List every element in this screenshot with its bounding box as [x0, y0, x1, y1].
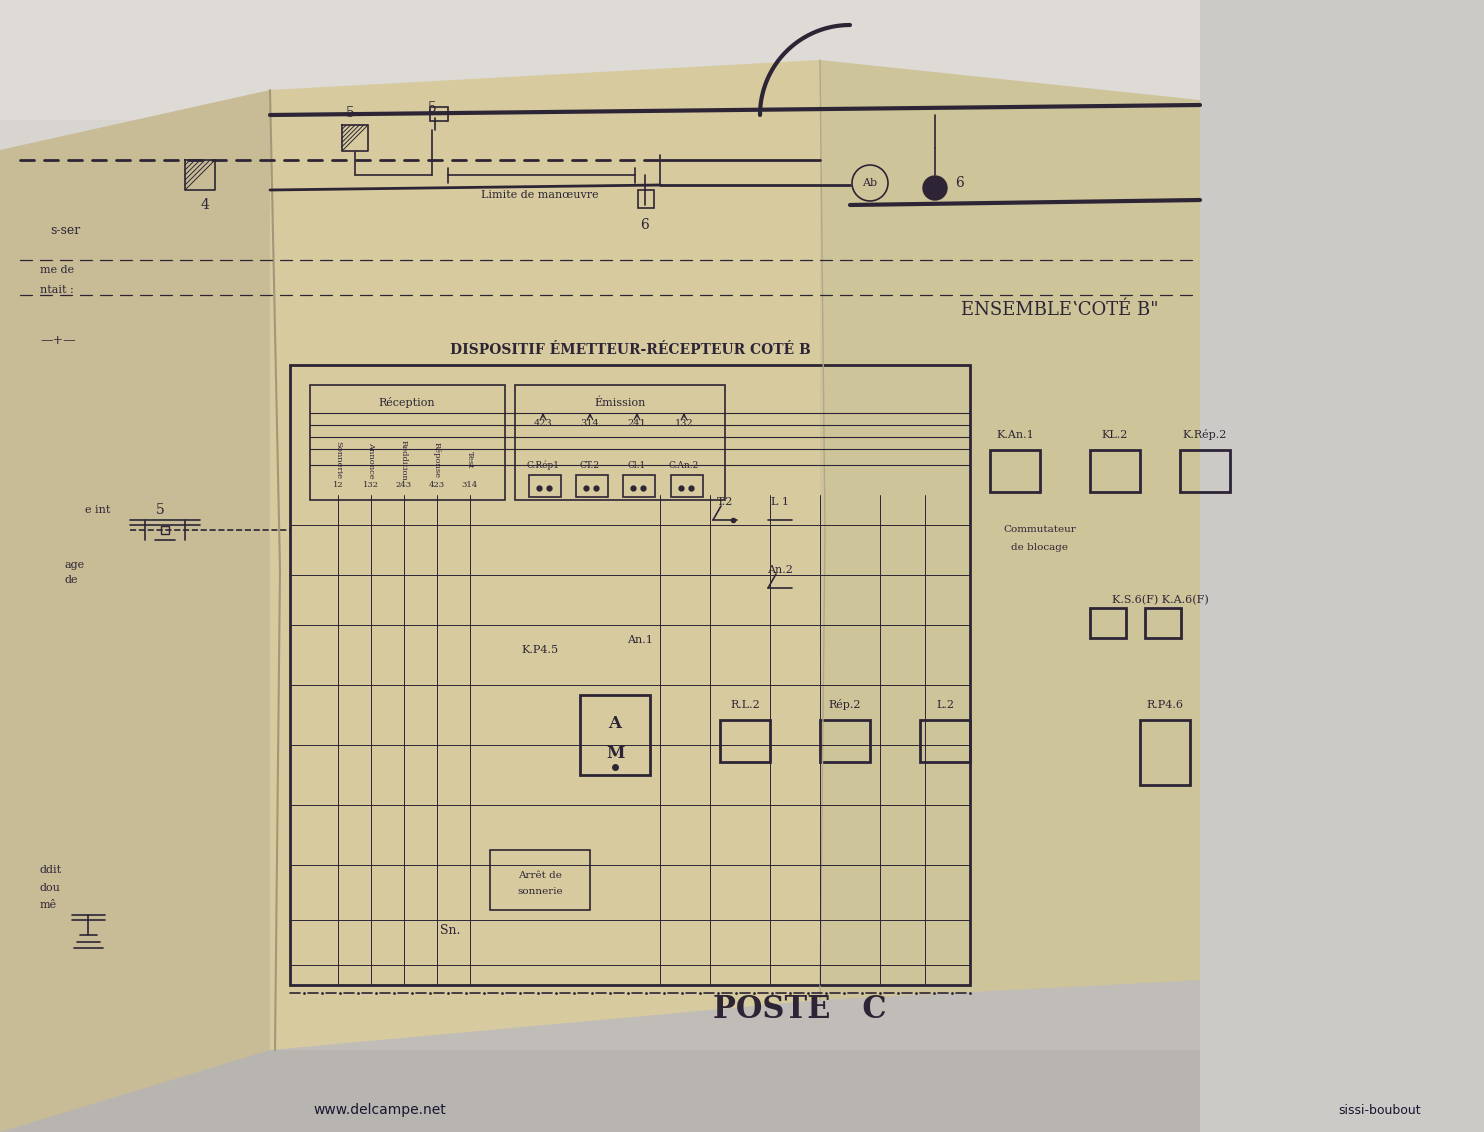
Bar [920, 720, 971, 762]
Text: 4: 4 [200, 198, 209, 212]
Text: 314: 314 [462, 481, 478, 489]
Text: ENSEMBLEʽCOTÉ B": ENSEMBLEʽCOTÉ B" [962, 301, 1159, 319]
Bar [990, 451, 1040, 492]
Text: ntait :: ntait : [40, 285, 74, 295]
Text: sonnerie: sonnerie [518, 887, 562, 897]
Text: ddit: ddit [40, 865, 62, 875]
Text: sissi-boubout: sissi-boubout [1339, 1104, 1422, 1116]
Bar [1091, 608, 1126, 638]
Bar [289, 365, 971, 985]
Text: Cl.1: Cl.1 [628, 461, 646, 470]
Text: me de: me de [40, 265, 74, 275]
Text: 12: 12 [332, 481, 343, 489]
Bar [430, 108, 448, 121]
Text: K.P4.5: K.P4.5 [521, 645, 558, 655]
Bar [310, 385, 505, 500]
Text: 5: 5 [156, 503, 165, 517]
Bar [720, 720, 770, 762]
Text: Reddition: Reddition [401, 439, 408, 480]
Text: Réponse: Réponse [433, 441, 441, 478]
Bar [638, 190, 654, 208]
Text: 243: 243 [396, 481, 413, 489]
Bar [515, 385, 726, 500]
Text: An.2: An.2 [767, 565, 792, 575]
Text: DISPOSITIF ÉMETTEUR-RÉCEPTEUR COTÉ B: DISPOSITIF ÉMETTEUR-RÉCEPTEUR COTÉ B [450, 343, 810, 357]
Text: Sonnerie: Sonnerie [334, 441, 341, 479]
Text: R.P4.6: R.P4.6 [1147, 700, 1184, 710]
Text: CT.2: CT.2 [580, 461, 600, 470]
Text: —+—: —+— [40, 334, 76, 346]
Text: de: de [65, 575, 79, 585]
Bar [1091, 451, 1140, 492]
Text: An.1: An.1 [628, 635, 653, 645]
Text: 241: 241 [628, 419, 647, 428]
Text: de blocage: de blocage [1012, 543, 1068, 552]
Text: 132: 132 [364, 481, 378, 489]
Text: A: A [608, 714, 622, 731]
Text: Test: Test [466, 452, 473, 469]
Text: age: age [65, 560, 85, 571]
Text: Rép.2: Rép.2 [828, 700, 861, 711]
Bar [1201, 0, 1484, 1132]
Text: 6: 6 [956, 175, 965, 190]
Bar [0, 0, 1484, 120]
Bar [0, 0, 1484, 230]
Text: K.Rép.2: K.Rép.2 [1183, 429, 1227, 440]
Circle shape [923, 175, 947, 200]
Text: C.An.2: C.An.2 [669, 461, 699, 470]
Text: KL.2: KL.2 [1101, 430, 1128, 440]
Text: POSTE   C: POSTE C [714, 995, 887, 1026]
Text: Émission: Émission [594, 397, 646, 409]
Text: C.Rép1: C.Rép1 [527, 461, 559, 470]
Text: 132: 132 [675, 419, 693, 428]
Text: Arrêt de: Arrêt de [518, 871, 562, 880]
Text: www.delcampe.net: www.delcampe.net [313, 1103, 447, 1117]
Text: Commutateur: Commutateur [1003, 525, 1076, 534]
Bar [490, 850, 591, 910]
Bar [821, 720, 870, 762]
Text: L.2: L.2 [936, 700, 954, 710]
Text: 423: 423 [429, 481, 445, 489]
Bar [1180, 451, 1230, 492]
Polygon shape [821, 60, 1201, 1000]
Text: T.2: T.2 [717, 497, 733, 507]
Bar [0, 980, 1484, 1132]
Polygon shape [0, 91, 270, 1132]
Bar [1140, 720, 1190, 784]
Text: Réception: Réception [378, 397, 435, 409]
Text: e int: e int [85, 505, 110, 515]
Text: dou: dou [40, 883, 61, 893]
Bar [576, 475, 608, 497]
Text: 5: 5 [346, 106, 355, 120]
Text: s-ser: s-ser [50, 223, 80, 237]
Text: mê: mê [40, 900, 56, 910]
Text: Limite de manœuvre: Limite de manœuvre [481, 190, 600, 200]
Text: K.An.1: K.An.1 [996, 430, 1034, 440]
Bar [580, 695, 650, 775]
Bar [528, 475, 561, 497]
Polygon shape [270, 60, 821, 1050]
Text: L 1: L 1 [772, 497, 789, 507]
Text: Sn.: Sn. [439, 924, 460, 936]
Text: 5: 5 [427, 101, 436, 115]
Text: 6: 6 [641, 218, 650, 232]
Text: Ab: Ab [862, 178, 877, 188]
Text: Annonce: Annonce [367, 441, 375, 479]
Bar [671, 475, 703, 497]
Bar [1146, 608, 1181, 638]
Bar [623, 475, 654, 497]
Text: M: M [605, 745, 625, 762]
Text: 423: 423 [534, 419, 552, 428]
Bar [0, 1050, 1484, 1132]
Text: R.L.2: R.L.2 [730, 700, 760, 710]
Text: 314: 314 [580, 419, 600, 428]
Text: K.S.6(F) K.A.6(F): K.S.6(F) K.A.6(F) [1112, 594, 1208, 606]
